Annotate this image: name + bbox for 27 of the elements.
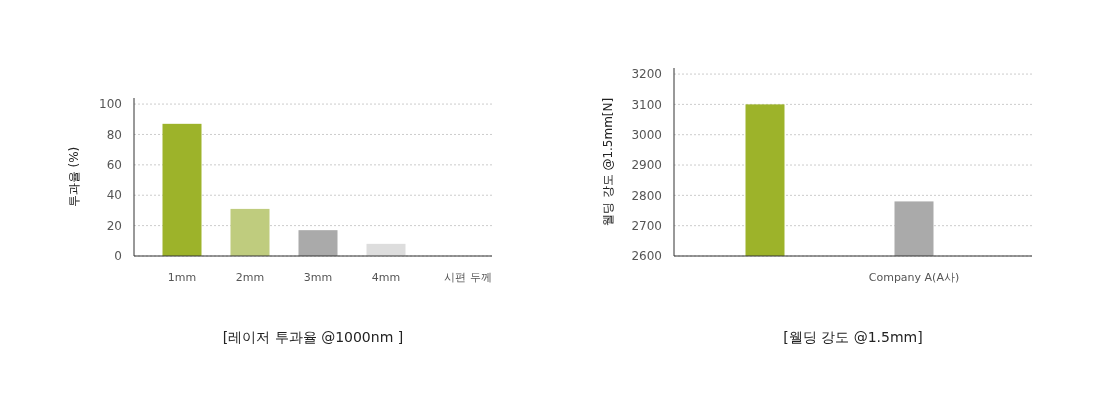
y-tick-label: 3000 (631, 127, 662, 142)
x-tick-label: 3mm (303, 270, 333, 284)
y-tick-label: 80 (106, 127, 122, 142)
x-tick-label: Company A(A사) (868, 270, 960, 284)
x-tick-label: 1mm (167, 270, 197, 284)
y-axis-title: 투과율 (%) (67, 146, 82, 208)
y-tick-label: 2800 (631, 188, 662, 203)
bar (366, 243, 406, 256)
text: [웰딩 강도 @1.5mm] (783, 328, 923, 345)
bar (162, 123, 202, 256)
y-tick-label: 2600 (631, 249, 662, 264)
text: [레이저 투과율 @1000nm ] (222, 328, 404, 345)
bar (298, 230, 338, 256)
y-tick-label: 3200 (631, 67, 662, 82)
x-axis-title: 시편 두께 (444, 270, 492, 284)
x-tick-label: 2mm (235, 270, 265, 284)
y-tick-label: 0 (114, 249, 122, 264)
y-tick-label: 20 (106, 218, 122, 233)
bar (230, 208, 270, 256)
y-axis-title: 웰딩 강도 @1.5mm[N] (601, 97, 616, 227)
x-tick-label: 4mm (371, 270, 401, 284)
y-tick-label: 3100 (631, 97, 662, 112)
y-tick-label: 40 (106, 188, 122, 203)
y-tick-label: 2700 (631, 218, 662, 233)
y-tick-label: 60 (106, 158, 122, 173)
y-tick-label: 100 (99, 97, 122, 112)
y-tick-label: 2900 (631, 158, 662, 173)
